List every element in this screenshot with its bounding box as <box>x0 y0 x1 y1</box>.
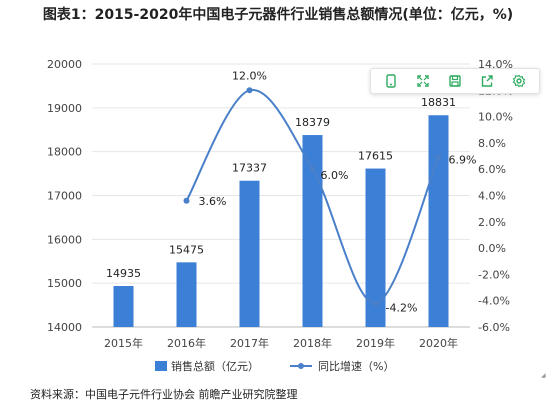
x-tick-label: 2020年 <box>419 336 458 350</box>
y-left-tick-label: 17000 <box>47 190 82 203</box>
y-right-tick-label: 0.0% <box>478 242 506 255</box>
x-tick-label: 2016年 <box>167 336 206 350</box>
bar <box>239 180 260 327</box>
y-right-tick-label: -4.0% <box>478 295 510 308</box>
y-right-tick-label: -2.0% <box>478 268 510 281</box>
bar <box>428 115 449 327</box>
line-value-label: -4.2% <box>386 301 418 314</box>
bar-value-label: 15475 <box>169 243 204 256</box>
legend-bar-label: 销售总额（亿元） <box>171 359 259 373</box>
line-point <box>435 154 442 161</box>
line-point <box>372 300 379 307</box>
line-point <box>246 87 253 94</box>
chart-toolbar <box>370 68 540 94</box>
source-note: 资料来源：中国电子元件行业协会 前瞻产业研究院整理 <box>30 388 298 401</box>
corner-mark: ◢ <box>541 372 546 379</box>
y-right-tick-label: 6.0% <box>478 163 506 176</box>
fullscreen-icon[interactable] <box>414 72 432 90</box>
bar-value-label: 17337 <box>232 162 267 175</box>
phone-icon[interactable] <box>382 72 400 90</box>
save-icon[interactable] <box>446 72 464 90</box>
x-tick-label: 2019年 <box>356 336 395 350</box>
line-value-label: 3.6% <box>199 195 227 208</box>
y-left-tick-label: 15000 <box>47 277 82 290</box>
bar <box>365 168 386 327</box>
settings-icon[interactable] <box>510 72 528 90</box>
y-left-tick-label: 20000 <box>47 58 82 71</box>
x-tick-label: 2018年 <box>293 336 332 350</box>
share-icon[interactable] <box>478 72 496 90</box>
legend-line-marker <box>298 363 304 369</box>
line-value-label: 6.9% <box>449 153 477 166</box>
bar <box>113 286 134 327</box>
line-value-label: 6.0% <box>321 169 349 182</box>
bar-value-label: 17615 <box>358 150 393 163</box>
bar <box>176 262 197 327</box>
x-tick-label: 2015年 <box>104 336 143 350</box>
y-right-tick-label: 2.0% <box>478 216 506 229</box>
legend-bar-swatch <box>155 361 167 371</box>
y-left-tick-label: 19000 <box>47 102 82 115</box>
line-value-label: 12.0% <box>232 69 267 82</box>
chart-title: 图表1：2015-2020年中国电子元器件行业销售总额情况(单位：亿元，%) <box>42 7 514 23</box>
y-right-tick-label: 4.0% <box>478 190 506 203</box>
y-right-tick-label: 14.0% <box>478 58 513 71</box>
y-right-tick-label: -6.0% <box>478 321 510 334</box>
y-left-tick-label: 14000 <box>47 321 82 334</box>
y-right-tick-label: 8.0% <box>478 137 506 150</box>
bar <box>302 135 323 327</box>
bar-value-label: 18379 <box>295 116 330 129</box>
line-point <box>309 166 316 173</box>
y-left-tick-label: 18000 <box>47 146 82 159</box>
legend-line-label: 同比增速（%） <box>318 359 394 373</box>
bar-value-label: 14935 <box>106 267 141 280</box>
line-point <box>183 197 190 204</box>
bar-value-label: 18831 <box>421 96 456 109</box>
y-left-tick-label: 16000 <box>47 233 82 246</box>
x-tick-label: 2017年 <box>230 336 269 350</box>
growth-line <box>185 89 440 305</box>
y-right-tick-label: 10.0% <box>478 111 513 124</box>
